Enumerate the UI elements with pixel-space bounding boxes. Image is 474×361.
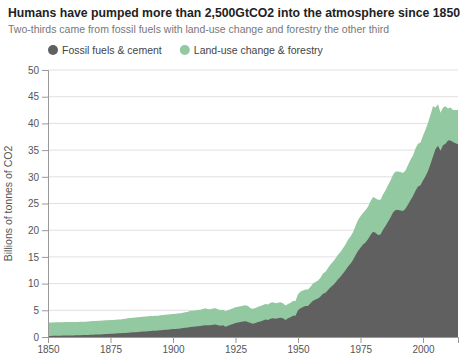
grid-line [48, 96, 458, 97]
tick-label: 0 [33, 332, 39, 343]
y-axis-title: Billions of tonnes of CO2 [2, 146, 14, 262]
tick-label: 20 [28, 225, 40, 236]
tick: 1850 [37, 337, 60, 355]
legend-swatch [48, 45, 58, 55]
tick-label: 1850 [37, 344, 60, 355]
tick-label: 35 [28, 145, 40, 156]
tick-label: 1975 [350, 344, 373, 355]
tick-mark [361, 337, 362, 343]
tick-label: 1925 [225, 344, 248, 355]
tick: 2000 [412, 337, 435, 355]
tick: 5 [33, 305, 48, 316]
tick: 10 [28, 278, 48, 289]
tick-mark [298, 337, 299, 343]
tick-label: 1950 [287, 344, 310, 355]
legend-label: Fossil fuels & cement [62, 44, 162, 56]
grid-line [48, 70, 458, 71]
tick-mark [42, 310, 48, 311]
grid-line [48, 150, 458, 151]
tick-mark [111, 337, 112, 343]
grid-line [48, 123, 458, 124]
marks [48, 104, 458, 337]
legend: Fossil fuels & cement Land-use change & f… [48, 44, 324, 56]
tick-label: 1900 [162, 344, 185, 355]
legend-item: Land-use change & forestry [180, 44, 324, 56]
tick: 1975 [350, 337, 373, 355]
tick-label: 1875 [100, 344, 123, 355]
area [48, 104, 458, 337]
area [48, 140, 458, 337]
tick: 15 [28, 252, 48, 263]
axis-line [49, 338, 459, 344]
tick-label: 40 [28, 118, 40, 129]
tick: 50 [28, 65, 48, 76]
x-axis: 1850 1875 1900 1925 1950 1975 2000 [37, 337, 458, 355]
tick-label: 2000 [412, 344, 435, 355]
tick-label: 15 [28, 252, 40, 263]
grid [48, 70, 458, 337]
tick: 45 [28, 91, 48, 102]
tick-mark [423, 337, 424, 343]
tick-mark [42, 97, 48, 98]
tick: 20 [28, 225, 48, 236]
legend-swatch [180, 45, 190, 55]
tick-mark [42, 177, 48, 178]
legend-item: Fossil fuels & cement [48, 44, 162, 56]
axis-line [42, 71, 49, 338]
tick-mark [173, 337, 174, 343]
tick-mark [42, 230, 48, 231]
tick-label: 45 [28, 91, 40, 102]
tick-mark [42, 70, 48, 71]
tick-mark [236, 337, 237, 343]
tick: 35 [28, 145, 48, 156]
tick: 25 [28, 198, 48, 209]
tick-mark [42, 150, 48, 151]
plot: 1850 1875 1900 1925 1950 1975 2000 0 5 10 15 20 25 30… [28, 65, 459, 355]
tick-label: 10 [28, 278, 40, 289]
tick-mark [42, 337, 48, 338]
title: Humans have pumped more than 2,500GtCO2 … [8, 6, 460, 20]
tick: 1900 [162, 337, 185, 355]
tick-label: 50 [28, 65, 40, 76]
tick-mark [42, 284, 48, 285]
tick: 1875 [100, 337, 123, 355]
tick: 30 [28, 172, 48, 183]
chart: Humans have pumped more than 2,500GtCO2 … [0, 0, 474, 361]
legend-label: Land-use change & forestry [194, 44, 324, 56]
subtitle: Two-thirds came from fossil fuels with l… [8, 23, 389, 35]
tick-mark [42, 204, 48, 205]
tick-mark [42, 257, 48, 258]
tick: 1950 [287, 337, 310, 355]
tick: 0 [33, 332, 48, 343]
tick-label: 30 [28, 172, 40, 183]
tick: 1925 [225, 337, 248, 355]
tick: 40 [28, 118, 48, 129]
y-axis: 0 5 10 15 20 25 30 35 40 45 50 [28, 65, 49, 343]
tick-label: 5 [33, 305, 39, 316]
tick-mark [42, 123, 48, 124]
tick-label: 25 [28, 198, 40, 209]
